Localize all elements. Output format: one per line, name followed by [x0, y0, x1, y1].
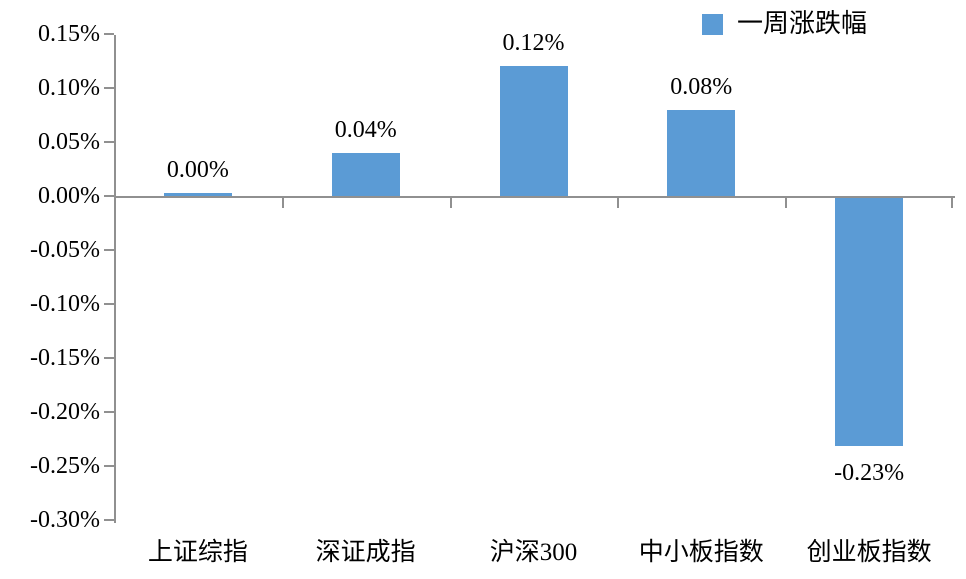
data-label: 0.00%	[166, 156, 229, 183]
x-axis-tick	[951, 198, 953, 208]
y-axis-tick-label: -0.25%	[30, 453, 100, 479]
bar	[667, 109, 736, 196]
y-axis-tick	[104, 87, 114, 89]
x-axis-tick	[617, 198, 620, 208]
bar	[331, 152, 400, 196]
x-axis-tick	[281, 198, 284, 208]
legend-label: 一周涨跌幅	[737, 9, 868, 38]
y-axis-tick	[104, 465, 114, 467]
y-axis-tick-label: 0.10%	[38, 75, 100, 101]
y-axis-tick-label: 0.05%	[38, 129, 100, 155]
y-axis-tick	[104, 519, 114, 521]
x-axis-tick	[114, 198, 116, 208]
data-label: -0.23%	[834, 460, 905, 487]
bar	[163, 192, 232, 196]
x-axis-tick	[785, 198, 788, 208]
legend-swatch-icon	[702, 13, 723, 35]
y-axis-tick	[104, 249, 114, 251]
y-axis-tick	[104, 195, 114, 197]
y-axis-tick-label: -0.05%	[30, 237, 100, 263]
bar	[499, 66, 568, 196]
bar	[835, 198, 904, 447]
y-axis-tick	[104, 357, 114, 359]
data-label: 0.04%	[334, 116, 397, 143]
y-axis-tick-label: 0.15%	[38, 21, 100, 47]
category-label: 上证综指	[147, 539, 248, 566]
x-axis-line	[114, 196, 955, 198]
category-label: 沪深300	[489, 539, 578, 566]
y-axis-tick-label: 0.00%	[38, 183, 100, 209]
y-axis-tick-label: -0.15%	[30, 345, 100, 371]
category-label: 深证成指	[315, 539, 416, 566]
x-axis-tick	[449, 198, 452, 208]
y-axis-line	[114, 35, 116, 523]
y-axis-tick-label: -0.20%	[30, 399, 100, 425]
y-axis-tick	[104, 141, 114, 143]
data-label: 0.08%	[670, 73, 733, 100]
legend: 一周涨跌幅	[702, 8, 867, 40]
y-axis-tick-label: -0.10%	[30, 291, 100, 317]
category-label: 中小板指数	[638, 539, 764, 566]
y-axis-tick-label: -0.30%	[30, 507, 100, 533]
y-axis-tick	[104, 33, 114, 35]
data-label: 0.12%	[502, 30, 565, 57]
category-label: 创业板指数	[806, 539, 932, 566]
y-axis-tick	[104, 303, 114, 305]
y-axis-tick	[104, 411, 114, 413]
